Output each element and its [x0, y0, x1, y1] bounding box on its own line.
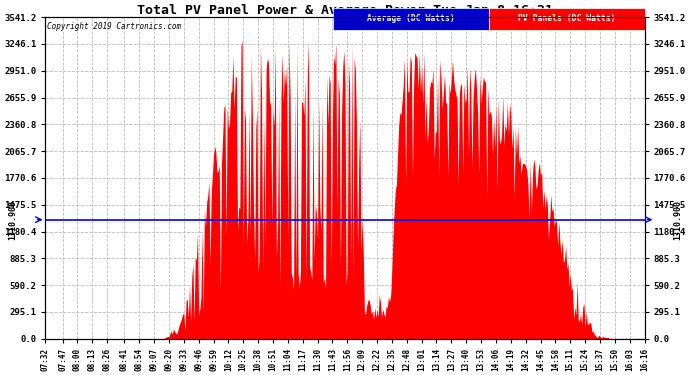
FancyBboxPatch shape [333, 8, 489, 30]
Text: 1310.900: 1310.900 [8, 200, 17, 240]
Title: Total PV Panel Power & Average Power Tue Jan 8 16:21: Total PV Panel Power & Average Power Tue… [137, 4, 553, 17]
Text: Copyright 2019 Cartronics.com: Copyright 2019 Cartronics.com [47, 22, 181, 31]
FancyBboxPatch shape [489, 8, 644, 30]
Text: PV Panels (DC Watts): PV Panels (DC Watts) [518, 14, 615, 23]
Text: 1310.900: 1310.900 [673, 200, 682, 240]
Text: Average (DC Watts): Average (DC Watts) [367, 14, 455, 23]
